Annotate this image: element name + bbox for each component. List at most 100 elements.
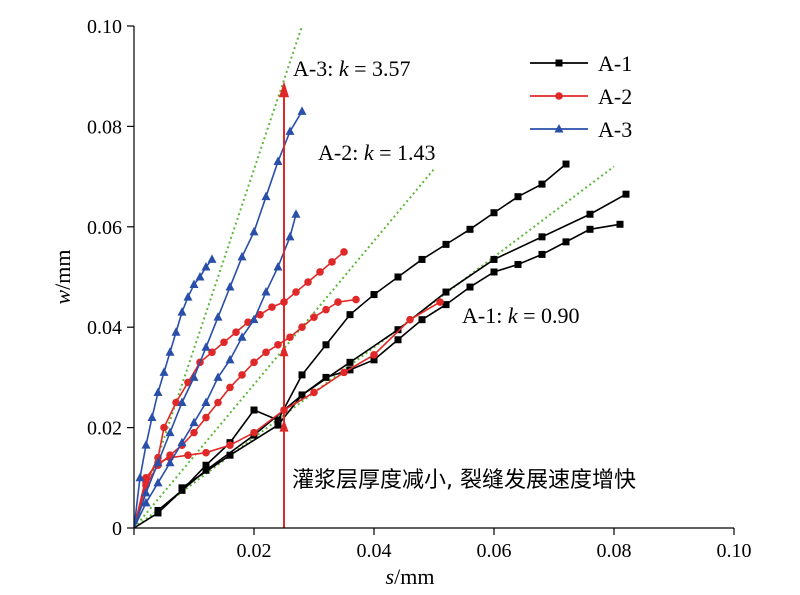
data-point	[352, 295, 360, 304]
data-point	[178, 484, 186, 492]
data-point	[165, 427, 175, 437]
data-point	[394, 273, 402, 281]
data-point	[328, 258, 336, 266]
data-point	[202, 461, 210, 469]
tick-labels: 0.02 0.04 0.06 0.08 0.10 0 0.02 0.04 0.06 0.08 0.1…	[87, 16, 752, 562]
data-point	[538, 250, 546, 258]
fit-label-a1: A-1: k = 0.90	[462, 303, 580, 328]
fit-label-a3: A-3: k = 3.57	[293, 56, 411, 81]
data-point	[160, 423, 168, 432]
data-point	[177, 437, 187, 447]
data-point	[213, 312, 223, 321]
data-point	[586, 210, 594, 218]
data-point	[154, 506, 162, 514]
data-point	[442, 288, 450, 296]
series-line	[157, 193, 627, 512]
data-point	[141, 487, 151, 497]
data-point	[147, 412, 157, 422]
data-point	[153, 457, 163, 467]
data-point	[442, 240, 450, 248]
data-point	[135, 472, 145, 482]
x-tick-label: 0.06	[477, 540, 512, 562]
x-tick-label: 0.02	[237, 540, 272, 562]
data-point	[297, 106, 307, 115]
data-point	[554, 124, 564, 133]
data-point	[490, 268, 498, 276]
y-tick-label: 0	[112, 518, 122, 540]
data-point	[370, 351, 378, 359]
data-point	[226, 451, 234, 459]
data-point	[274, 421, 282, 429]
data-point	[340, 368, 348, 377]
y-tick-label: 0.04	[87, 317, 122, 339]
data-point	[514, 193, 522, 201]
data-point	[490, 209, 498, 217]
data-point	[394, 336, 402, 344]
data-point	[201, 261, 211, 271]
data-point	[250, 358, 258, 367]
data-point	[555, 59, 563, 67]
data-point	[466, 283, 474, 291]
data-point	[165, 457, 175, 467]
y-tick-label: 0.06	[87, 217, 122, 239]
data-point	[232, 328, 240, 337]
data-point	[370, 356, 378, 364]
data-point	[442, 301, 450, 309]
data-point	[226, 383, 234, 392]
axis-ticks	[127, 25, 735, 535]
data-point	[418, 316, 426, 324]
data-point	[195, 272, 205, 281]
data-point	[310, 388, 318, 397]
x-tick-label: 0.04	[357, 540, 392, 562]
data-point	[202, 413, 210, 422]
data-point	[165, 347, 175, 356]
data-point	[316, 268, 324, 276]
data-point	[298, 323, 306, 332]
arrow-marker	[279, 419, 289, 432]
data-point	[586, 225, 594, 233]
data-point	[183, 292, 193, 301]
data-point	[346, 311, 354, 319]
data-point	[285, 231, 295, 241]
data-point	[273, 261, 283, 271]
data-point	[256, 310, 264, 319]
data-point	[249, 226, 259, 236]
y-tick-label: 0.02	[87, 418, 122, 440]
fit-line	[134, 165, 615, 528]
data-point	[153, 477, 163, 487]
data-point	[141, 440, 151, 449]
legend-label: A-1	[598, 51, 632, 76]
y-tick-label: 0.10	[87, 16, 122, 38]
data-point	[346, 358, 354, 366]
data-point	[514, 260, 522, 268]
data-point	[490, 255, 498, 263]
data-point	[244, 318, 252, 326]
data-point	[201, 397, 211, 406]
y-axis-label: w/mm	[50, 249, 75, 304]
fit-line	[134, 26, 303, 528]
data-point	[285, 126, 295, 135]
fit-label-a2: A-2: k = 1.43	[318, 140, 436, 165]
data-point	[616, 220, 624, 228]
data-point	[622, 190, 630, 198]
data-point	[436, 298, 444, 306]
data-point	[418, 255, 426, 263]
data-point	[274, 340, 282, 349]
data-point	[555, 92, 563, 100]
data-point	[237, 332, 247, 341]
data-point	[304, 278, 312, 286]
data-point	[213, 372, 223, 381]
data-point	[207, 254, 217, 263]
growth-arrow	[279, 81, 289, 528]
data-point	[370, 291, 378, 299]
data-point	[322, 341, 330, 349]
x-tick-label: 0.08	[597, 540, 632, 562]
data-point	[346, 366, 354, 374]
data-point	[250, 428, 258, 437]
data-point	[214, 398, 222, 407]
legend: A-1 A-2 A-3	[530, 51, 632, 142]
data-point	[298, 371, 306, 379]
data-point	[184, 451, 192, 460]
x-axis-label: s/mm	[386, 564, 435, 589]
